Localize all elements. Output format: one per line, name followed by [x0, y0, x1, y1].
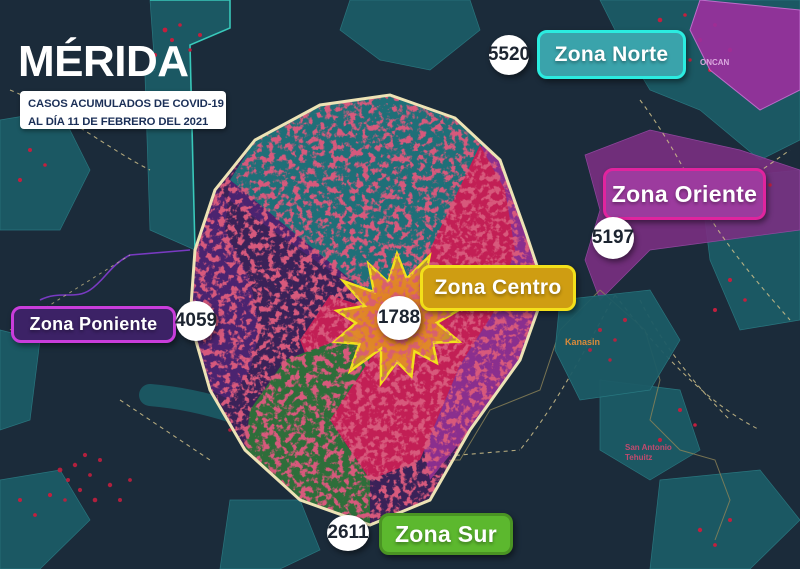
svg-text:ONCAN: ONCAN	[700, 58, 730, 67]
svg-text:Kanasin: Kanasin	[565, 337, 600, 347]
svg-text:Tehuitz: Tehuitz	[625, 453, 652, 462]
svg-text:San Antonio: San Antonio	[625, 443, 672, 452]
